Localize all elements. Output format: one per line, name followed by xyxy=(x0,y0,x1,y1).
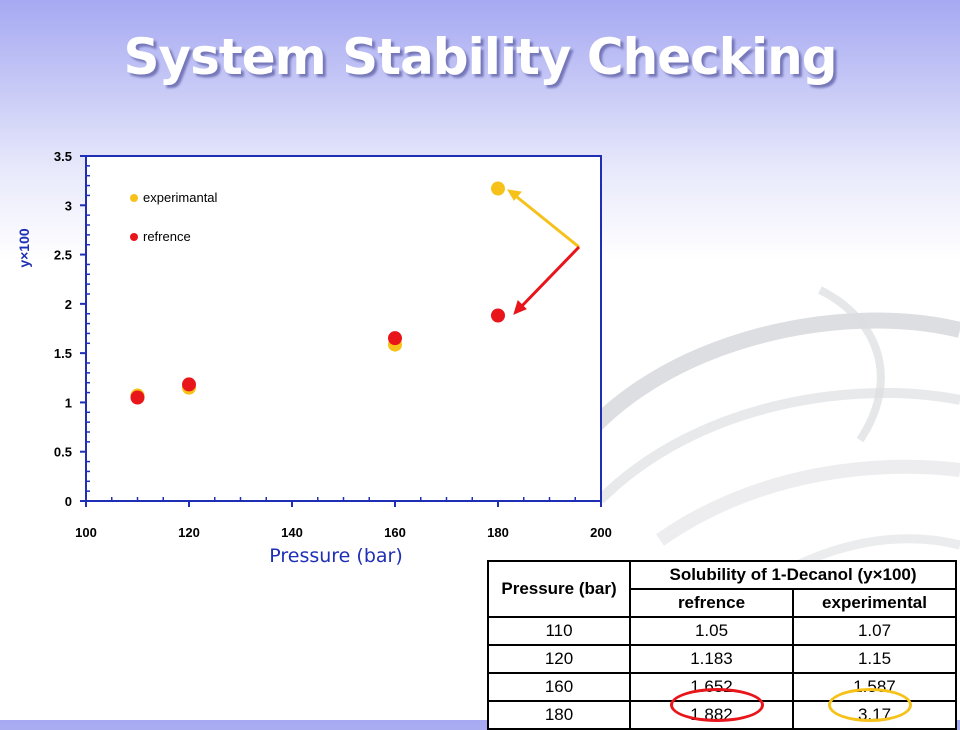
legend-label-reference: refrence xyxy=(143,229,191,244)
annotation-arrows xyxy=(507,189,581,315)
x-tick-label: 100 xyxy=(75,525,97,540)
cell-pressure: 110 xyxy=(487,616,631,646)
table-subheader-row: refrence experimental xyxy=(488,588,957,618)
cell-pressure: 180 xyxy=(487,700,631,730)
x-tick-label: 160 xyxy=(384,525,406,540)
legend-item-reference: refrence xyxy=(130,229,191,244)
header-solubility: Solubility of 1-Decanol (y×100) xyxy=(629,560,957,590)
y-tick-label: 2 xyxy=(65,297,72,312)
highlight-ring-reference xyxy=(670,688,764,722)
chart-points xyxy=(130,181,505,405)
table-header-row: Pressure (bar) Solubility of 1-Decanol (… xyxy=(487,560,957,618)
y-tick-label: 0.5 xyxy=(54,445,72,460)
chart-legend: experimantal refrence xyxy=(124,178,242,254)
table-row: 120 1.183 1.15 xyxy=(487,644,957,674)
cell-reference: 1.05 xyxy=(629,616,794,646)
slide-title: System Stability Checking xyxy=(123,28,837,86)
subheader-reference: refrence xyxy=(629,588,794,618)
y-tick-label: 1.5 xyxy=(54,346,72,361)
legend-marker-reference xyxy=(130,232,138,241)
y-tick-label: 1 xyxy=(65,395,72,410)
cell-experimental: 1.07 xyxy=(792,616,957,646)
data-point-reference xyxy=(130,390,145,405)
data-point-experimental xyxy=(491,181,505,196)
subheader-experimental: experimental xyxy=(792,588,957,618)
y-axis-label: y×100 xyxy=(16,228,32,268)
y-tick-label: 3 xyxy=(65,198,72,213)
x-tick-label: 120 xyxy=(178,525,200,540)
yellow-arrow-head xyxy=(507,189,522,201)
data-point-reference xyxy=(182,377,196,392)
table-row: 110 1.05 1.07 xyxy=(487,616,957,646)
data-point-reference xyxy=(388,331,402,346)
highlight-ring-experimental xyxy=(828,688,912,722)
legend-marker-experimental xyxy=(130,193,138,202)
red-arrow-head xyxy=(513,300,527,315)
x-tick-label: 140 xyxy=(281,525,303,540)
red-arrow xyxy=(517,245,581,311)
cell-pressure: 160 xyxy=(487,672,631,702)
legend-label-experimental: experimantal xyxy=(143,190,218,205)
cell-reference: 1.183 xyxy=(629,644,794,674)
x-tick-label: 200 xyxy=(590,525,612,540)
x-axis-label: Pressure (bar) xyxy=(269,545,403,567)
chart-axes: 0 0.5 1 1.5 2 2.5 3 3.5 100 120 140 160 180 200 xyxy=(54,149,612,540)
y-tick-label: 2.5 xyxy=(54,248,72,263)
y-tick-label: 3.5 xyxy=(54,149,72,164)
y-tick-label: 0 xyxy=(65,494,72,509)
cell-pressure: 120 xyxy=(487,644,631,674)
plot-area xyxy=(85,155,602,502)
header-pressure: Pressure (bar) xyxy=(487,560,631,618)
yellow-arrow xyxy=(511,191,580,249)
x-tick-label: 180 xyxy=(487,525,509,540)
data-point-reference xyxy=(491,308,505,323)
cell-experimental: 1.15 xyxy=(792,644,957,674)
legend-item-experimental: experimantal xyxy=(130,190,217,205)
